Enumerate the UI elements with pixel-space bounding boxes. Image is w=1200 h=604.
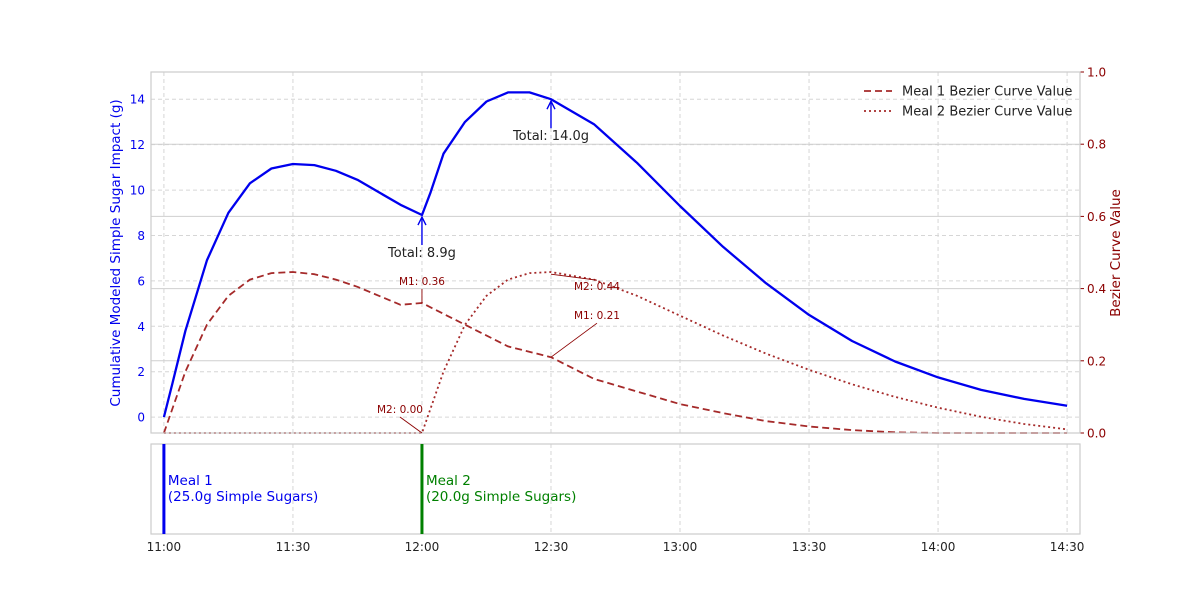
y-right-tick-label: 0.2 [1087, 354, 1106, 368]
grid-layer [151, 72, 1080, 534]
x-tick-label: 14:00 [921, 540, 956, 554]
y-left-tick-label: 4 [137, 320, 145, 334]
y-left-axis-label: Cumulative Modeled Simple Sugar Impact (… [108, 99, 124, 406]
y-left-tick-label: 12 [130, 138, 145, 152]
x-tick-label: 12:30 [534, 540, 569, 554]
annotation-leader [550, 322, 598, 358]
x-tick-label: 14:30 [1050, 540, 1085, 554]
meal-marker-name: Meal 2 [426, 473, 471, 489]
meal-marker-panel: Meal 1(25.0g Simple Sugars) Meal 2(20.0g … [162, 444, 576, 534]
series-line-2 [163, 271, 1068, 434]
y-left-tick-label: 10 [130, 184, 145, 198]
y-right-tick-label: 0.4 [1087, 282, 1106, 296]
annotation-label: Total: 8.9g [387, 246, 456, 261]
x-tick-label: 11:30 [276, 540, 311, 554]
meal-panel-frame [150, 443, 1081, 535]
annotation-label: M2: 0.00 [377, 404, 423, 416]
y-left-tick-label: 0 [137, 411, 145, 425]
series-line-3 [163, 271, 1068, 434]
meal-marker-name: Meal 1 [168, 473, 213, 489]
y-left-tick-label: 6 [137, 274, 145, 288]
y-left-tick-label: 2 [137, 365, 145, 379]
y-right-tick-label: 0.6 [1087, 210, 1106, 224]
annotation-label: M1: 0.21 [574, 310, 620, 322]
x-tick-label: 13:00 [663, 540, 698, 554]
y-right-tick-label: 1.0 [1087, 66, 1106, 80]
annotation-leader [399, 416, 423, 434]
meal-marker-sugars: (25.0g Simple Sugars) [168, 489, 318, 505]
x-tick-label: 11:00 [147, 540, 182, 554]
y-right-axis-label: Bezier Curve Value [1108, 189, 1124, 317]
y-right-tick-label: 0.0 [1087, 427, 1106, 441]
legend-entry: Meal 2 Bezier Curve Value [902, 105, 1072, 120]
annotation-label: M2: 0.44 [574, 281, 620, 293]
meal-marker-sugars: (20.0g Simple Sugars) [426, 489, 576, 505]
annotation-leader [550, 273, 598, 281]
axes-layer: 11:00 11:30 12:00 12:30 13:00 13:30 14:00 14:30… [108, 66, 1124, 555]
x-tick-label: 12:00 [405, 540, 440, 554]
annotation-arrowhead [546, 99, 556, 110]
series-layer [162, 91, 1068, 434]
series-line-1 [162, 91, 1068, 418]
y-left-tick-label: 8 [137, 229, 145, 243]
annotation-arrowhead [417, 215, 427, 226]
annotations-layer: Total: 8.9g Total: 14.0g M1: 0.36 M2: 0.00 M… [377, 99, 620, 434]
legend: Meal 1 Bezier Curve Value Meal 2 Bezier C… [864, 85, 1072, 120]
legend-entry: Meal 1 Bezier Curve Value [902, 85, 1072, 100]
annotation-label: M1: 0.36 [399, 276, 445, 288]
x-tick-label: 13:30 [792, 540, 827, 554]
y-left-tick-label: 14 [130, 93, 145, 107]
plot-frame [150, 71, 1081, 434]
annotation-label: Total: 14.0g [512, 129, 589, 144]
y-right-tick-label: 0.8 [1087, 138, 1106, 152]
